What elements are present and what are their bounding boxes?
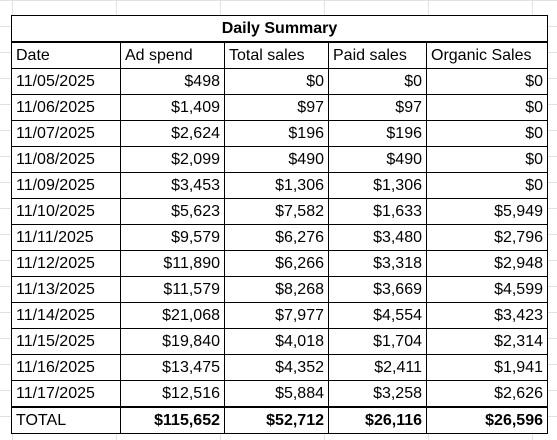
table-row: 11/08/2025 $2,099 $490 $490 $0: [11, 146, 548, 173]
cell-date[interactable]: 11/15/2025: [11, 328, 121, 355]
cell-organic-sales[interactable]: $3,423: [426, 302, 548, 329]
header-organic-sales[interactable]: Organic Sales: [426, 41, 548, 69]
cell-total-sales[interactable]: $97: [224, 94, 329, 121]
cell-total-sales[interactable]: $196: [224, 120, 329, 147]
cell-paid-sales[interactable]: $4,554: [328, 302, 427, 329]
table-row: 11/15/2025 $19,840 $4,018 $1,704 $2,314: [11, 328, 548, 355]
header-total-sales[interactable]: Total sales: [224, 41, 329, 69]
table-row: 11/07/2025 $2,624 $196 $196 $0: [11, 120, 548, 147]
cell-total-sales[interactable]: $5,884: [224, 380, 329, 408]
cell-ad-spend[interactable]: $11,890: [120, 250, 225, 277]
cell-date[interactable]: 11/17/2025: [11, 380, 121, 408]
cell-paid-sales[interactable]: $3,258: [328, 380, 427, 408]
cell-ad-spend[interactable]: $5,623: [120, 198, 225, 225]
cell-ad-spend[interactable]: $2,624: [120, 120, 225, 147]
cell-paid-sales[interactable]: $3,318: [328, 250, 427, 277]
cell-total-sales[interactable]: $4,018: [224, 328, 329, 355]
cell-organic-sales[interactable]: $0: [426, 94, 548, 121]
table-row: 11/05/2025 $498 $0 $0 $0: [11, 68, 548, 95]
cell-ad-spend[interactable]: $3,453: [120, 172, 225, 199]
cell-total-sales[interactable]: $7,582: [224, 198, 329, 225]
table-row: 11/11/2025 $9,579 $6,276 $3,480 $2,796: [11, 224, 548, 251]
cell-date[interactable]: 11/08/2025: [11, 146, 121, 173]
table-row: 11/09/2025 $3,453 $1,306 $1,306 $0: [11, 172, 548, 199]
total-label[interactable]: TOTAL: [11, 406, 121, 434]
cell-date[interactable]: 11/16/2025: [11, 354, 121, 381]
cell-ad-spend[interactable]: $498: [120, 68, 225, 95]
cell-organic-sales[interactable]: $2,948: [426, 250, 548, 277]
cell-ad-spend[interactable]: $11,579: [120, 276, 225, 303]
cell-organic-sales[interactable]: $5,949: [426, 198, 548, 225]
cell-total-sales[interactable]: $6,266: [224, 250, 329, 277]
table-title[interactable]: Daily Summary: [11, 15, 548, 43]
cell-date[interactable]: 11/14/2025: [11, 302, 121, 329]
cell-paid-sales[interactable]: $97: [328, 94, 427, 121]
cell-paid-sales[interactable]: $1,704: [328, 328, 427, 355]
cell-organic-sales[interactable]: $0: [426, 146, 548, 173]
cell-ad-spend[interactable]: $2,099: [120, 146, 225, 173]
cell-ad-spend[interactable]: $13,475: [120, 354, 225, 381]
cell-organic-sales[interactable]: $2,314: [426, 328, 548, 355]
header-paid-sales[interactable]: Paid sales: [328, 41, 427, 69]
cell-ad-spend[interactable]: $21,068: [120, 302, 225, 329]
header-date[interactable]: Date: [11, 41, 121, 69]
cell-ad-spend[interactable]: $12,516: [120, 380, 225, 408]
cell-paid-sales[interactable]: $490: [328, 146, 427, 173]
table-row: 11/06/2025 $1,409 $97 $97 $0: [11, 94, 548, 121]
cell-ad-spend[interactable]: $9,579: [120, 224, 225, 251]
table-row: 11/13/2025 $11,579 $8,268 $3,669 $4,599: [11, 276, 548, 303]
total-ad-spend[interactable]: $115,652: [120, 406, 225, 434]
table-row: 11/10/2025 $5,623 $7,582 $1,633 $5,949: [11, 198, 548, 225]
cell-total-sales[interactable]: $490: [224, 146, 329, 173]
total-total-sales[interactable]: $52,712: [224, 406, 329, 434]
cell-date[interactable]: 11/13/2025: [11, 276, 121, 303]
table-row: 11/12/2025 $11,890 $6,266 $3,318 $2,948: [11, 250, 548, 277]
total-row: TOTAL $115,652 $52,712 $26,116 $26,596: [11, 406, 548, 434]
cell-total-sales[interactable]: $7,977: [224, 302, 329, 329]
cell-paid-sales[interactable]: $0: [328, 68, 427, 95]
cell-date[interactable]: 11/09/2025: [11, 172, 121, 199]
cell-paid-sales[interactable]: $3,669: [328, 276, 427, 303]
daily-summary-table: Daily Summary Date Ad spend Total sales …: [11, 15, 548, 434]
table-row: 11/14/2025 $21,068 $7,977 $4,554 $3,423: [11, 302, 548, 329]
cell-paid-sales[interactable]: $1,306: [328, 172, 427, 199]
cell-organic-sales[interactable]: $0: [426, 120, 548, 147]
cell-paid-sales[interactable]: $2,411: [328, 354, 427, 381]
cell-ad-spend[interactable]: $1,409: [120, 94, 225, 121]
header-ad-spend[interactable]: Ad spend: [120, 41, 225, 69]
cell-ad-spend[interactable]: $19,840: [120, 328, 225, 355]
cell-paid-sales[interactable]: $196: [328, 120, 427, 147]
total-paid-sales[interactable]: $26,116: [328, 406, 427, 434]
table-row: 11/16/2025 $13,475 $4,352 $2,411 $1,941: [11, 354, 548, 381]
cell-total-sales[interactable]: $1,306: [224, 172, 329, 199]
cell-organic-sales[interactable]: $1,941: [426, 354, 548, 381]
total-organic-sales[interactable]: $26,596: [426, 406, 548, 434]
cell-paid-sales[interactable]: $1,633: [328, 198, 427, 225]
cell-date[interactable]: 11/11/2025: [11, 224, 121, 251]
table-title-row: Daily Summary: [11, 15, 548, 43]
cell-date[interactable]: 11/12/2025: [11, 250, 121, 277]
cell-organic-sales[interactable]: $2,796: [426, 224, 548, 251]
cell-organic-sales[interactable]: $0: [426, 172, 548, 199]
cell-organic-sales[interactable]: $0: [426, 68, 548, 95]
table-row: 11/17/2025 $12,516 $5,884 $3,258 $2,626: [11, 380, 548, 408]
cell-organic-sales[interactable]: $2,626: [426, 380, 548, 408]
cell-total-sales[interactable]: $8,268: [224, 276, 329, 303]
cell-date[interactable]: 11/07/2025: [11, 120, 121, 147]
cell-date[interactable]: 11/06/2025: [11, 94, 121, 121]
cell-paid-sales[interactable]: $3,480: [328, 224, 427, 251]
cell-total-sales[interactable]: $4,352: [224, 354, 329, 381]
cell-total-sales[interactable]: $6,276: [224, 224, 329, 251]
cell-date[interactable]: 11/05/2025: [11, 68, 121, 95]
cell-total-sales[interactable]: $0: [224, 68, 329, 95]
table-header-row: Date Ad spend Total sales Paid sales Org…: [11, 41, 548, 69]
cell-organic-sales[interactable]: $4,599: [426, 276, 548, 303]
cell-date[interactable]: 11/10/2025: [11, 198, 121, 225]
